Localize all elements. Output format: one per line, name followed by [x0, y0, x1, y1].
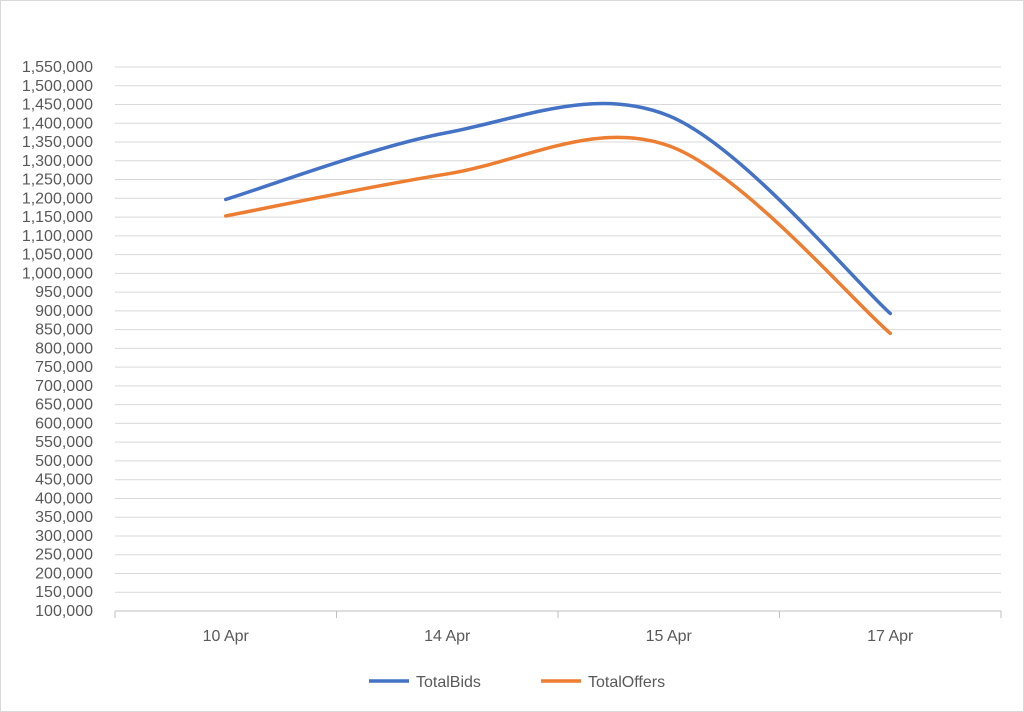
- y-tick-label: 1,200,000: [22, 190, 93, 207]
- y-tick-label: 700,000: [35, 378, 93, 395]
- y-tick-label: 650,000: [35, 397, 93, 414]
- y-tick-label: 150,000: [35, 584, 93, 601]
- y-tick-label: 750,000: [35, 359, 93, 376]
- y-tick-label: 600,000: [35, 415, 93, 432]
- legend-label: TotalBids: [416, 674, 481, 691]
- x-tick-label: 10 Apr: [203, 628, 250, 645]
- x-tick-label: 15 Apr: [646, 628, 693, 645]
- y-tick-label: 900,000: [35, 303, 93, 320]
- y-tick-label: 850,000: [35, 322, 93, 339]
- y-tick-label: 1,500,000: [22, 78, 93, 95]
- y-tick-label: 1,100,000: [22, 228, 93, 245]
- y-tick-label: 950,000: [35, 284, 93, 301]
- y-tick-label: 1,150,000: [22, 209, 93, 226]
- y-tick-label: 1,550,000: [22, 59, 93, 76]
- y-tick-label: 400,000: [35, 490, 93, 507]
- y-tick-label: 1,350,000: [22, 134, 93, 151]
- y-tick-label: 1,250,000: [22, 172, 93, 189]
- y-tick-label: 100,000: [35, 603, 93, 620]
- series-line-totaloffers: [224, 135, 892, 336]
- y-tick-label: 1,300,000: [22, 153, 93, 170]
- y-tick-label: 1,450,000: [22, 97, 93, 114]
- y-tick-label: 450,000: [35, 472, 93, 489]
- y-tick-label: 200,000: [35, 565, 93, 582]
- series-line-totalbids: [224, 101, 892, 316]
- y-tick-label: 800,000: [35, 340, 93, 357]
- legend-label: TotalOffers: [588, 674, 665, 691]
- y-tick-label: 350,000: [35, 509, 93, 526]
- y-tick-label: 1,000,000: [22, 265, 93, 282]
- y-tick-label: 550,000: [35, 434, 93, 451]
- x-tick-label: 17 Apr: [867, 628, 914, 645]
- x-tick-label: 14 Apr: [424, 628, 471, 645]
- y-tick-label: 1,050,000: [22, 247, 93, 264]
- y-tick-label: 500,000: [35, 453, 93, 470]
- y-tick-label: 300,000: [35, 528, 93, 545]
- y-tick-label: 1,400,000: [22, 115, 93, 132]
- y-tick-label: 250,000: [35, 547, 93, 564]
